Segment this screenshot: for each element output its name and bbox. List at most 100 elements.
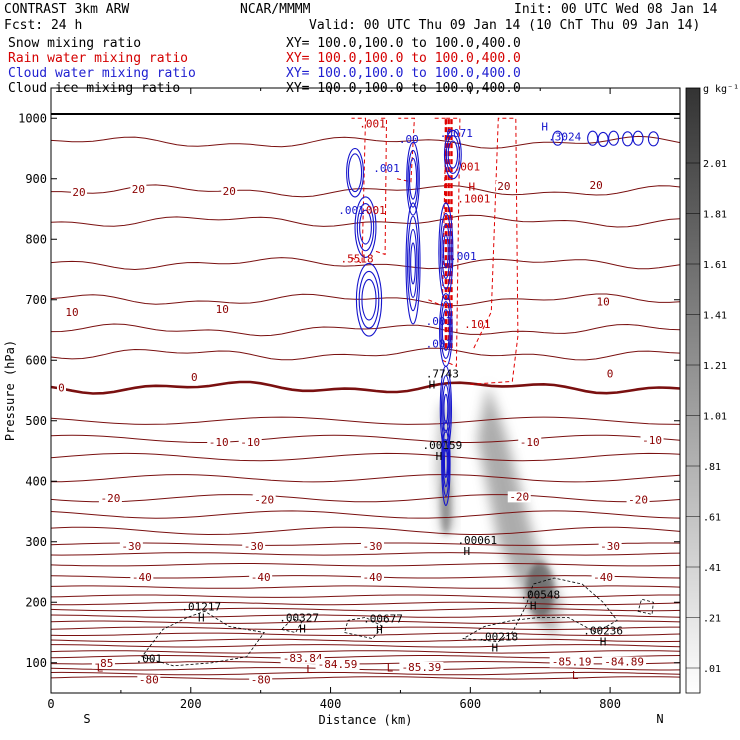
colorbar-unit: g kg⁻¹	[703, 84, 739, 95]
rain-label: .001	[359, 204, 386, 217]
cloud-water-contour	[440, 375, 451, 443]
temperature-label: -10	[240, 436, 260, 449]
cloud-water-contour	[361, 278, 377, 321]
extremum-value: .00677	[363, 613, 403, 626]
extremum-value: .00548	[520, 588, 560, 601]
high-marker: H	[429, 378, 436, 391]
cloud-water-contour	[407, 149, 419, 208]
cloud-water-contour	[443, 393, 449, 424]
cloud-water-contour	[445, 135, 460, 174]
temperature-label: -20	[254, 493, 274, 506]
high-marker: H	[198, 611, 205, 624]
x-tick-label: 400	[320, 697, 342, 711]
cloud-water-contour	[441, 420, 451, 506]
low-marker: L	[306, 663, 313, 676]
plot-frame	[50, 87, 681, 694]
axes: 0 200 400 600 800100200300400500600700800900…	[3, 87, 681, 727]
label-background	[626, 494, 650, 506]
colorbar-tick-label: .01	[703, 664, 721, 675]
temperature-contour	[50, 452, 681, 462]
colorbar-tick-label: 2.01	[703, 159, 727, 170]
south-label: S	[83, 712, 90, 726]
y-tick-label: 100	[25, 656, 47, 670]
temperature-label: -40	[132, 571, 152, 584]
temperature-label: -20	[628, 493, 648, 506]
extremum-value: .00327	[279, 611, 319, 624]
temperature-contour	[50, 434, 681, 443]
cloud-water-contour	[441, 309, 450, 351]
temperature-contour	[50, 638, 681, 643]
label-background	[98, 493, 122, 505]
temperature-contour	[50, 526, 681, 536]
colorbar-tick-label: 1.61	[703, 260, 727, 271]
init-time: Init: 00 UTC Wed 08 Jan 14	[514, 2, 718, 17]
label-background	[588, 179, 605, 191]
cloud-water-contour	[447, 140, 459, 169]
label-background	[360, 540, 384, 552]
colorbar-tick-label: 1.41	[703, 311, 727, 322]
label-background	[91, 657, 115, 669]
temperature-label: -83.84	[283, 652, 323, 665]
cloud-water-contour	[632, 130, 644, 146]
label-background	[640, 435, 664, 447]
cloud-water-contour	[356, 203, 375, 252]
temperature-contour	[51, 644, 681, 648]
colorbar-bar	[685, 87, 701, 694]
temperature-contour	[50, 563, 681, 567]
cloud-water-contour	[407, 215, 420, 312]
org-label: NCAR/MMMM	[240, 2, 311, 17]
label-background	[119, 540, 143, 552]
cloud-water-contour	[355, 262, 383, 337]
temperature-label: 10	[596, 296, 609, 309]
rain-label: .001	[454, 161, 481, 174]
temperature-contour	[50, 614, 681, 618]
temperature-label: -30	[121, 540, 141, 553]
cloud-water-contour	[346, 147, 364, 198]
temperature-contour	[50, 607, 681, 612]
label-background	[56, 382, 66, 394]
y-axis-title: Pressure (hPa)	[3, 340, 17, 441]
temperature-contour	[50, 552, 681, 556]
label-background	[315, 658, 360, 670]
temperature-contour	[50, 594, 680, 598]
label-background	[252, 494, 276, 506]
temperature-contour	[51, 184, 681, 198]
label-background	[221, 185, 238, 197]
cloud-water-contour	[608, 130, 620, 146]
temperature-label: -85.39	[402, 661, 442, 674]
cloud-water-contour	[359, 209, 372, 245]
label-background	[602, 656, 647, 668]
label-background	[70, 187, 87, 199]
label-background	[507, 491, 531, 503]
field-snow-xy: XY= 100.0,100.0 to 100.0,400.0	[286, 36, 521, 51]
temperature-label: -20	[509, 490, 529, 503]
cloud-water-label: .00	[399, 133, 419, 146]
temperature-contour	[50, 585, 681, 589]
extremum-value: .00061	[457, 534, 497, 547]
rain-label: .101	[464, 318, 491, 331]
temperature-label: -10	[520, 436, 540, 449]
cloud-water-label: .001	[338, 204, 365, 217]
zero-degree-contour	[50, 380, 681, 395]
colorbar-tick-label: .21	[703, 614, 721, 625]
y-tick-label: 300	[25, 535, 47, 549]
high-marker: H	[376, 623, 383, 636]
cloud-ice-contours	[141, 577, 654, 667]
temperature-contour	[50, 347, 681, 361]
temperature-label: -30	[244, 540, 264, 553]
label-background	[214, 303, 231, 315]
rain-contour	[428, 117, 447, 307]
cloud-water-label: .001	[450, 250, 477, 263]
cloud-water-contour	[442, 429, 450, 497]
temperature-label: -80	[251, 674, 271, 687]
rain-contour	[470, 117, 519, 385]
temperature-label: 10	[216, 303, 229, 316]
temperature-contour	[50, 620, 681, 624]
north-label: N	[656, 712, 663, 726]
temperature-contour	[50, 135, 681, 149]
extremum-value: .7743	[426, 368, 459, 381]
temperature-label: 20	[223, 185, 236, 198]
temperature-contour	[50, 214, 681, 228]
temperature-contour	[50, 494, 681, 503]
